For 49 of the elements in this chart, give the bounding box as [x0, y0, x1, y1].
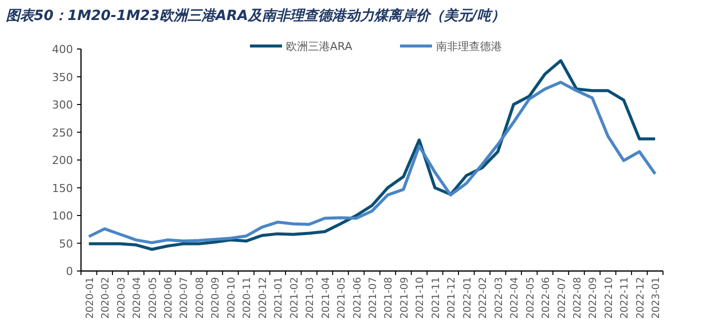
- x-tick-label: 2021-09: [399, 277, 410, 319]
- y-tick-label: 0: [66, 265, 73, 278]
- x-tick-label: 2021-06: [352, 277, 364, 319]
- y-tick-label: 250: [52, 126, 73, 140]
- x-tick-label: 2022-01: [462, 277, 474, 319]
- x-tick-label: 2022-11: [620, 277, 631, 319]
- x-tick-label: 2020-01: [84, 277, 96, 319]
- x-tick-label: 2022-03: [494, 277, 505, 319]
- y-tick-label: 400: [52, 43, 73, 56]
- x-tick-label: 2022-12: [635, 277, 646, 319]
- y-tick-label: 100: [52, 210, 73, 222]
- x-tick-label: 2020-09: [210, 277, 222, 319]
- x-tick-label: 2021-05: [336, 277, 348, 319]
- x-tick-label: 2021-04: [320, 277, 332, 319]
- y-tick-label: 300: [52, 98, 73, 112]
- x-tick-label: 2023-01: [651, 277, 662, 319]
- x-tick-label: 2021-08: [384, 277, 395, 319]
- x-tick-label: 2020-06: [164, 277, 175, 319]
- legend-label: 南非理查德港: [436, 40, 502, 53]
- x-tick-label: 2021-12: [446, 277, 458, 319]
- legend-label: 欧洲三港ARA: [286, 40, 353, 53]
- x-tick-label: 2022-08: [572, 277, 584, 319]
- x-tick-label: 2021-07: [368, 277, 379, 319]
- x-tick-label: 2020-12: [258, 277, 269, 319]
- y-tick-label: 50: [59, 237, 73, 250]
- x-tick-label: 2022-07: [556, 277, 568, 319]
- x-tick-label: 2022-02: [478, 277, 490, 319]
- y-tick-label: 200: [52, 154, 73, 167]
- x-tick-label: 2021-11: [430, 277, 442, 319]
- x-tick-label: 2021-02: [289, 277, 300, 319]
- x-tick-label: 2021-10: [415, 277, 426, 319]
- x-tick-label: 2022-06: [541, 277, 552, 319]
- y-tick-label: 350: [52, 70, 73, 84]
- x-tick-label: 2022-04: [510, 277, 521, 319]
- x-tick-label: 2020-11: [242, 277, 254, 319]
- x-tick-label: 2022-09: [588, 277, 600, 319]
- x-tick-label: 2020-04: [132, 277, 144, 319]
- x-tick-label: 2020-08: [194, 277, 206, 319]
- x-tick-label: 2020-07: [179, 277, 190, 319]
- x-tick-label: 2021-01: [274, 277, 285, 319]
- x-tick-label: 2022-05: [525, 277, 536, 319]
- y-tick-label: 150: [52, 182, 73, 195]
- x-tick-label: 2020-02: [100, 277, 112, 319]
- chart-title: 图表50：1M20-1M23欧洲三港ARA及南非理查德港动力煤离岸价（美元/吨）: [6, 7, 506, 24]
- x-tick-label: 2020-05: [148, 277, 159, 319]
- x-tick-label: 2021-03: [305, 277, 316, 319]
- x-tick-label: 2020-03: [116, 277, 128, 319]
- x-tick-label: 2022-10: [604, 277, 615, 319]
- x-tick-label: 2020-10: [226, 277, 238, 319]
